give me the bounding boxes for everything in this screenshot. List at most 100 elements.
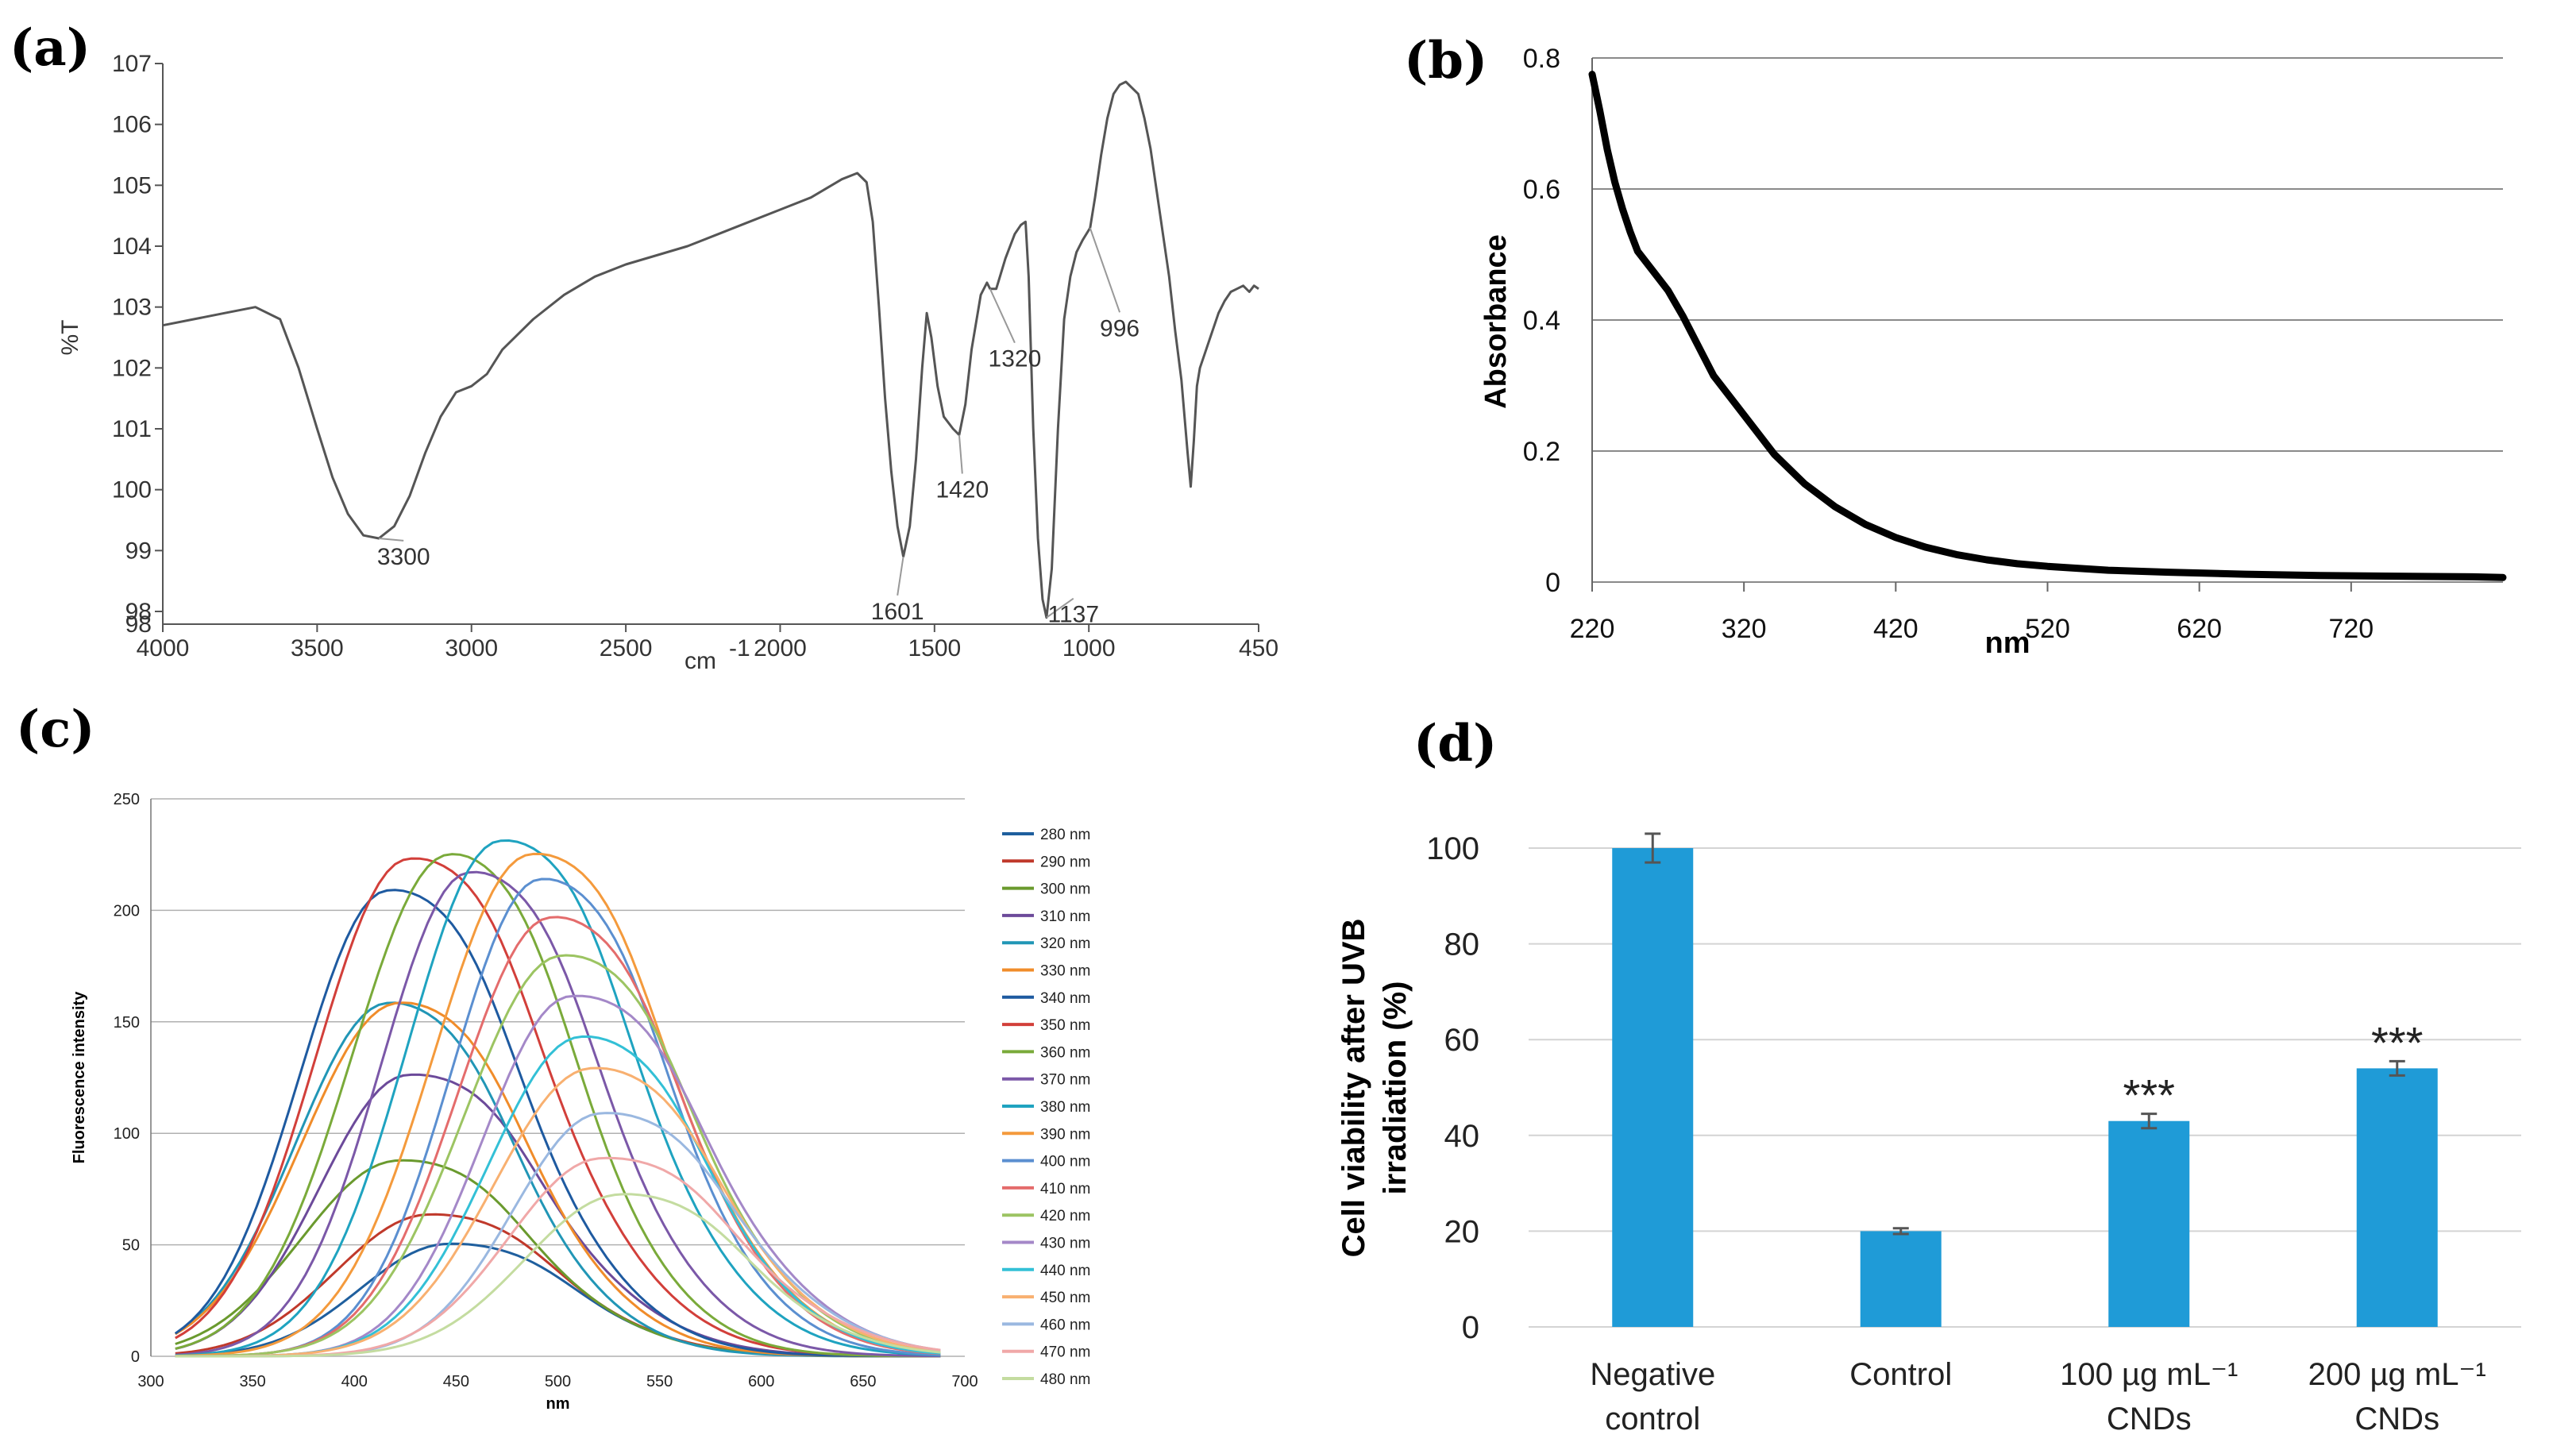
legend-label: 450 nm <box>1040 1290 1090 1306</box>
legend-label: 330 nm <box>1040 963 1090 980</box>
y-tick-label-a: 103 <box>112 295 152 321</box>
y-tick-label-a: 104 <box>112 233 152 260</box>
y-tick-label-b: 0.2 <box>1523 437 1560 467</box>
x-tick-label-a: 3500 <box>291 635 344 661</box>
y-tick-label-a: 102 <box>112 355 152 381</box>
y-axis-label-c: Fluorescence intensity <box>71 991 88 1164</box>
legend-label: 350 nm <box>1040 1017 1090 1034</box>
x-axis-label-a-sup: -1 <box>729 635 750 661</box>
x-tick-label-a: 1500 <box>908 635 961 661</box>
y-tick-label-c: 150 <box>114 1014 140 1032</box>
emission-curve <box>175 1159 941 1358</box>
x-tick-label-c: 400 <box>341 1373 368 1390</box>
x-tick-label-a: 1000 <box>1062 635 1116 661</box>
y-tick-label-c: 250 <box>114 791 140 808</box>
x-axis-label-c: nm <box>546 1395 570 1413</box>
y-axis-label-b: Absorbance <box>1479 234 1513 409</box>
x-tick-label-b: 720 <box>2328 614 2374 644</box>
x-tick-label-a: 3000 <box>445 635 498 661</box>
ftir-spectrum-line <box>162 80 1259 619</box>
x-tick-label-c: 550 <box>646 1373 673 1390</box>
x-axis-label-b: nm <box>1985 627 2030 660</box>
emission-curve <box>175 877 941 1358</box>
legend-label: 320 nm <box>1040 935 1090 952</box>
x-tick-label-a: 4000 <box>137 635 190 661</box>
x-tick-label-b: 620 <box>2177 614 2222 644</box>
y-tick-label-a: 101 <box>112 416 152 442</box>
x-tick-label-a: 2500 <box>600 635 653 661</box>
panel-label-b: (b) <box>1404 31 1487 91</box>
y-tick-label-a: 105 <box>112 172 152 199</box>
y-axis-label-d: Cell viability after UVB <box>1336 919 1371 1258</box>
emission-curve <box>175 916 941 1358</box>
x-axis-label-a: cm <box>684 648 716 674</box>
peak-annotation: 1320 <box>989 346 1042 372</box>
y-tick-label-d: 20 <box>1444 1214 1480 1249</box>
peak-annotation: 1420 <box>935 477 989 503</box>
category-label: CNDs <box>2354 1402 2439 1437</box>
emission-curve <box>175 1193 941 1358</box>
emission-curve <box>175 839 941 1357</box>
annotation-leader-line <box>1046 597 1074 619</box>
y-axis-label-a: %T <box>57 320 83 356</box>
y-tick-label-b: 0.8 <box>1523 44 1560 74</box>
legend-label: 300 nm <box>1040 881 1090 898</box>
legend-label: 380 nm <box>1040 1099 1090 1116</box>
category-label: CNDs <box>2107 1402 2192 1437</box>
y-tick-label-d: 40 <box>1444 1119 1480 1154</box>
y-tick-label-a: 107 <box>112 51 152 77</box>
legend-label: 430 nm <box>1040 1236 1090 1252</box>
y-tick-label-b: 0.4 <box>1523 306 1560 336</box>
significance-marker: *** <box>2371 1017 2423 1067</box>
annotation-leader-line <box>958 434 963 474</box>
y-tick-label-d: 60 <box>1444 1023 1480 1058</box>
emission-curve <box>175 994 941 1358</box>
legend-label: 370 nm <box>1040 1072 1090 1089</box>
absorbance-line <box>1588 71 2507 581</box>
annotation-leader-line <box>897 556 904 596</box>
annotation-leader-line <box>1089 227 1121 313</box>
y-tick-label-a: 99 <box>125 538 152 564</box>
emission-curve <box>175 1066 941 1358</box>
category-label: 100 µg mL⁻¹ <box>2060 1357 2238 1392</box>
x-tick-label-c: 300 <box>137 1373 164 1390</box>
legend-label: 340 nm <box>1040 990 1090 1007</box>
legend-label: 460 nm <box>1040 1317 1090 1333</box>
x-tick-label-b: 520 <box>2025 614 2070 644</box>
x-tick-label-c: 700 <box>951 1373 978 1390</box>
annotation-leader-line <box>989 288 1016 344</box>
annotation-leader-line <box>379 538 404 542</box>
y-tick-label-b: 0.6 <box>1523 175 1560 205</box>
peak-annotation: 1137 <box>1048 602 1100 628</box>
bar <box>2356 1068 2438 1327</box>
category-label: Control <box>1849 1357 1952 1392</box>
legend-label: 310 nm <box>1040 908 1090 925</box>
emission-curve <box>175 1156 941 1358</box>
legend-label: 410 nm <box>1040 1181 1090 1197</box>
legend-label: 290 nm <box>1040 854 1090 870</box>
y-tick-label-a: 100 <box>112 477 152 503</box>
x-tick-label-b: 320 <box>1722 614 1767 644</box>
category-label: Negative <box>1590 1357 1715 1392</box>
x-tick-label-c: 350 <box>239 1373 265 1390</box>
panel-label-a: (a) <box>10 18 91 78</box>
y-tick-label-c: 50 <box>122 1237 140 1255</box>
chart-b-absorbance: 0 0.2 0.4 0.6 0.8 220 320 420 520 620 720 nm Absorba… <box>1479 44 2507 660</box>
peak-annotation: 996 <box>1100 315 1140 341</box>
peak-annotation: 3300 <box>377 544 430 570</box>
x-tick-label-c: 500 <box>545 1373 571 1390</box>
legend-label: 390 nm <box>1040 1126 1090 1143</box>
y-tick-label-d: 80 <box>1444 927 1480 962</box>
panel-label-c: (c) <box>16 700 95 759</box>
category-label: 200 µg mL⁻¹ <box>2308 1357 2486 1392</box>
y-tick-label-c: 100 <box>114 1125 140 1143</box>
y-tick-label-c: 0 <box>131 1348 140 1366</box>
bar <box>1860 1231 1942 1327</box>
x-tick-label-a: 2000 <box>754 635 807 661</box>
y-tick-label-a: 98 <box>125 599 152 625</box>
panel-label-d: (d) <box>1413 714 1497 773</box>
legend-label: 420 nm <box>1040 1208 1090 1224</box>
legend-label: 280 nm <box>1040 827 1090 843</box>
